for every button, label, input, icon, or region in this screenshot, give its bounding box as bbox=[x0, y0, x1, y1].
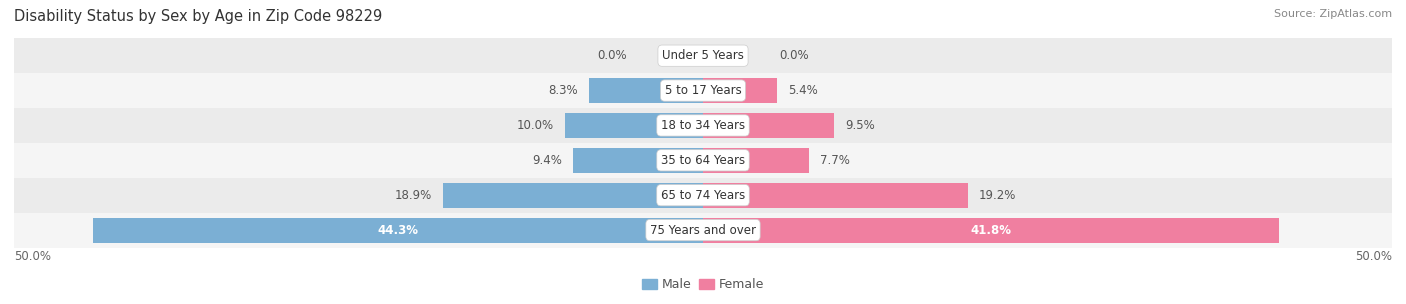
Bar bbox=[574, 148, 703, 173]
Text: Source: ZipAtlas.com: Source: ZipAtlas.com bbox=[1274, 9, 1392, 19]
Text: 18 to 34 Years: 18 to 34 Years bbox=[661, 119, 745, 132]
Bar bbox=[703, 183, 967, 208]
Bar bbox=[589, 78, 703, 103]
Legend: Male, Female: Male, Female bbox=[637, 273, 769, 296]
Bar bbox=[14, 178, 1392, 213]
Text: 7.7%: 7.7% bbox=[820, 154, 851, 167]
Bar bbox=[703, 113, 834, 138]
Text: 19.2%: 19.2% bbox=[979, 189, 1017, 202]
Text: 65 to 74 Years: 65 to 74 Years bbox=[661, 189, 745, 202]
Text: 5 to 17 Years: 5 to 17 Years bbox=[665, 84, 741, 97]
Bar bbox=[703, 148, 808, 173]
Bar bbox=[14, 108, 1392, 143]
Text: 0.0%: 0.0% bbox=[779, 49, 808, 62]
Bar bbox=[14, 143, 1392, 178]
Text: Under 5 Years: Under 5 Years bbox=[662, 49, 744, 62]
Text: 35 to 64 Years: 35 to 64 Years bbox=[661, 154, 745, 167]
Bar bbox=[565, 113, 703, 138]
Text: 50.0%: 50.0% bbox=[14, 250, 51, 263]
Bar bbox=[703, 78, 778, 103]
Text: 0.0%: 0.0% bbox=[598, 49, 627, 62]
Text: 10.0%: 10.0% bbox=[517, 119, 554, 132]
Text: 18.9%: 18.9% bbox=[394, 189, 432, 202]
Bar bbox=[443, 183, 703, 208]
Bar bbox=[14, 213, 1392, 247]
Text: 44.3%: 44.3% bbox=[377, 224, 419, 237]
Text: 8.3%: 8.3% bbox=[548, 84, 578, 97]
Text: 5.4%: 5.4% bbox=[789, 84, 818, 97]
Bar bbox=[93, 218, 703, 243]
Text: 75 Years and over: 75 Years and over bbox=[650, 224, 756, 237]
Bar bbox=[703, 218, 1279, 243]
Text: 9.4%: 9.4% bbox=[533, 154, 562, 167]
Text: 41.8%: 41.8% bbox=[970, 224, 1011, 237]
Text: 9.5%: 9.5% bbox=[845, 119, 875, 132]
Text: Disability Status by Sex by Age in Zip Code 98229: Disability Status by Sex by Age in Zip C… bbox=[14, 9, 382, 24]
Text: 50.0%: 50.0% bbox=[1355, 250, 1392, 263]
Bar bbox=[14, 38, 1392, 73]
Bar bbox=[14, 73, 1392, 108]
